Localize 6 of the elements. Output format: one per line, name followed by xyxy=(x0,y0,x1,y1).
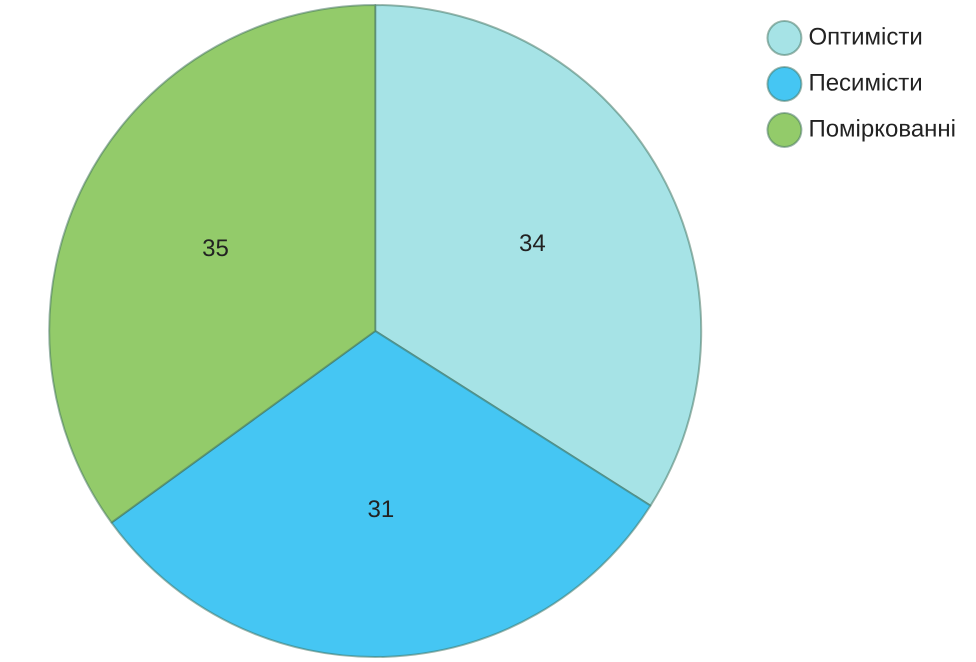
data-label: 31 xyxy=(368,496,394,523)
legend-label: Песимісти xyxy=(808,70,923,97)
legend-label: Поміркованні xyxy=(808,116,956,143)
data-label: 34 xyxy=(518,230,546,258)
data-label: 35 xyxy=(202,235,229,262)
legend-label: Оптимісти xyxy=(808,24,923,51)
